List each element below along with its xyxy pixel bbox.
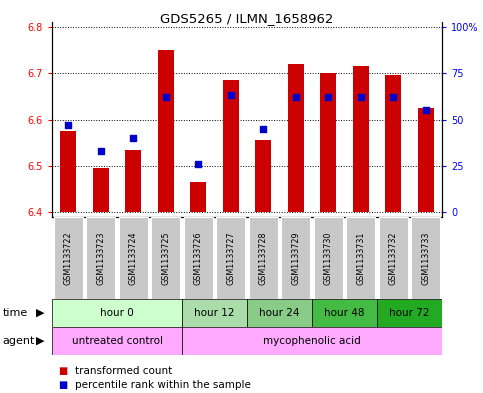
Bar [93, 168, 109, 212]
Bar [247, 299, 312, 327]
Text: ▶: ▶ [36, 308, 44, 318]
Text: GSM1133733: GSM1133733 [421, 231, 430, 285]
Bar [418, 108, 434, 212]
Bar [86, 217, 115, 299]
Bar [353, 66, 369, 212]
Bar [255, 140, 271, 212]
Point [357, 94, 365, 100]
Text: ■: ■ [58, 366, 67, 376]
Bar [60, 131, 76, 212]
Text: ■: ■ [58, 380, 67, 390]
Bar [377, 299, 442, 327]
Text: GSM1133731: GSM1133731 [356, 231, 365, 285]
Bar [182, 299, 247, 327]
Bar [287, 64, 304, 212]
Bar [151, 217, 180, 299]
Text: ▶: ▶ [36, 336, 44, 346]
Text: GSM1133725: GSM1133725 [161, 231, 170, 285]
Text: GDS5265 / ILMN_1658962: GDS5265 / ILMN_1658962 [160, 12, 334, 25]
Bar [52, 327, 182, 355]
Bar [52, 299, 182, 327]
Bar [157, 50, 174, 212]
Point [389, 94, 397, 100]
Text: GSM1133722: GSM1133722 [64, 231, 73, 285]
Bar [385, 75, 401, 212]
Bar [379, 217, 408, 299]
Bar [182, 327, 442, 355]
Text: GSM1133732: GSM1133732 [389, 231, 398, 285]
Text: hour 72: hour 72 [389, 308, 430, 318]
Text: GSM1133729: GSM1133729 [291, 231, 300, 285]
Point [64, 122, 72, 128]
Text: time: time [2, 308, 28, 318]
Point [325, 94, 332, 100]
Text: hour 0: hour 0 [100, 308, 134, 318]
Text: percentile rank within the sample: percentile rank within the sample [75, 380, 251, 390]
Text: hour 48: hour 48 [324, 308, 365, 318]
Text: GSM1133730: GSM1133730 [324, 231, 333, 285]
Point [194, 161, 202, 167]
Point [97, 148, 105, 154]
Bar [119, 217, 148, 299]
Bar [125, 150, 142, 212]
Bar [312, 299, 377, 327]
Point [292, 94, 299, 100]
Text: agent: agent [2, 336, 35, 346]
Point [129, 135, 137, 141]
Bar [223, 80, 239, 212]
Point [422, 107, 429, 113]
Text: hour 12: hour 12 [194, 308, 235, 318]
Point [162, 94, 170, 100]
Point [227, 92, 235, 99]
Text: GSM1133728: GSM1133728 [259, 231, 268, 285]
Text: untreated control: untreated control [71, 336, 162, 346]
Bar [320, 73, 336, 212]
Point [259, 126, 267, 132]
Bar [184, 217, 213, 299]
Bar [411, 217, 440, 299]
Text: hour 24: hour 24 [259, 308, 300, 318]
Text: GSM1133723: GSM1133723 [96, 231, 105, 285]
Bar [281, 217, 311, 299]
Bar [249, 217, 278, 299]
Bar [346, 217, 375, 299]
Text: GSM1133724: GSM1133724 [129, 231, 138, 285]
Bar [313, 217, 343, 299]
Text: GSM1133727: GSM1133727 [226, 231, 235, 285]
Bar [54, 217, 83, 299]
Text: GSM1133726: GSM1133726 [194, 231, 203, 285]
Text: mycophenolic acid: mycophenolic acid [263, 336, 361, 346]
Text: transformed count: transformed count [75, 366, 172, 376]
Bar [190, 182, 206, 212]
Bar [216, 217, 245, 299]
